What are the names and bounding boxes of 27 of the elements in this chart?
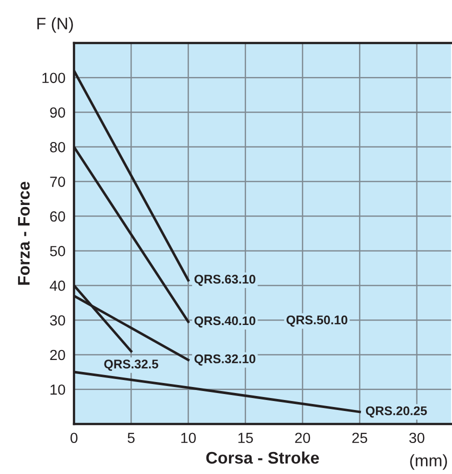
series-label: QRS.40.10 — [194, 316, 256, 328]
y-tick-label: 90 — [50, 107, 66, 118]
y-tick-label: 80 — [50, 142, 66, 152]
x-tick-label: 20 — [295, 432, 310, 444]
series-label: QRS.63.10 — [194, 274, 256, 286]
y-tick-label: 10 — [50, 384, 66, 395]
text: (mm) — [410, 454, 447, 470]
y-tick-label: 20 — [50, 350, 66, 360]
annotation: QRS.50.10 — [286, 316, 348, 327]
x-tick-label: 5 — [128, 432, 135, 444]
y-tick-label: 60 — [50, 211, 66, 222]
y-tick-label: 40 — [50, 280, 66, 291]
y-tick-label: 100 — [42, 72, 66, 84]
x-tick-label: 10 — [181, 432, 196, 444]
x-tick-label: 25 — [352, 432, 368, 444]
y-tick-label: 70 — [50, 176, 66, 187]
y-tick-label: 50 — [50, 246, 66, 256]
x-tick-label: 30 — [409, 432, 424, 444]
y-tick-label: 30 — [50, 315, 66, 326]
x-axis-title: Corsa - Stroke — [206, 451, 319, 464]
text: F (N) — [37, 17, 73, 33]
y-axis-title: Forza - Force — [18, 182, 30, 285]
series-label: QRS.32.5 — [104, 360, 158, 371]
series-label: QRS.20.25 — [366, 406, 427, 418]
x-tick-label: 15 — [238, 432, 253, 444]
series-label: QRS.32.10 — [194, 354, 256, 366]
x-tick-label: 0 — [70, 432, 78, 444]
